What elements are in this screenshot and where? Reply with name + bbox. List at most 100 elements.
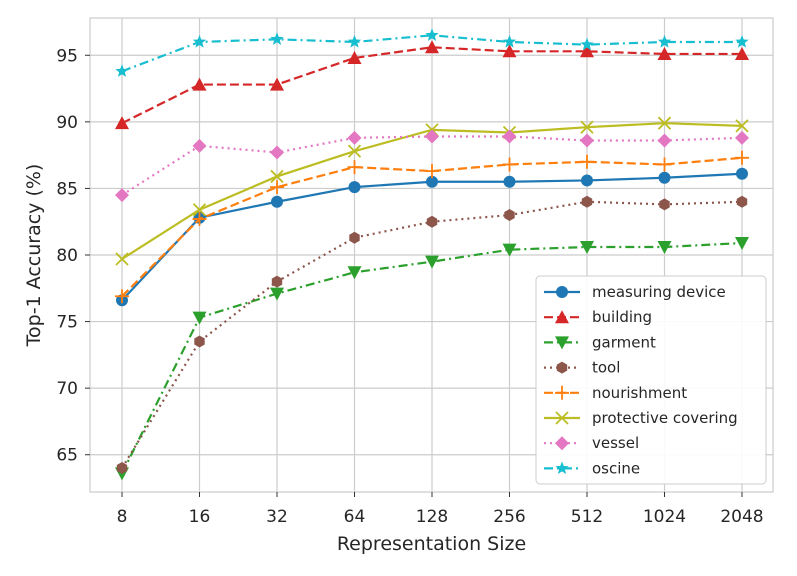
series-garment (115, 237, 749, 481)
data-point-vessel (270, 145, 284, 160)
y-tick-label: 90 (56, 113, 78, 133)
legend-item-building: building (544, 308, 652, 326)
data-point-garment (502, 243, 517, 257)
legend-label: vessel (592, 434, 639, 452)
data-point-garment (735, 237, 749, 251)
data-point-measuring-device (736, 167, 748, 180)
legend-label: nourishment (592, 384, 687, 402)
data-point-oscine (580, 37, 594, 51)
data-point-nourishment (657, 157, 672, 172)
data-point-oscine (657, 34, 672, 48)
series-lines (115, 28, 749, 481)
x-tick-label: 2048 (720, 507, 763, 527)
data-point-protective-covering (657, 116, 672, 130)
legend-marker (555, 310, 569, 324)
data-point-vessel (580, 133, 594, 148)
data-point-measuring-device (658, 171, 671, 184)
data-point-nourishment (580, 154, 594, 169)
series-nourishment (115, 150, 749, 304)
series-oscine (115, 28, 749, 77)
y-axis-label: Top-1 Accuracy (%) (23, 164, 45, 348)
legend-item-garment: garment (544, 333, 656, 351)
legend-marker (555, 411, 569, 425)
y-tick-label: 85 (56, 179, 78, 199)
data-point-vessel (735, 130, 749, 145)
data-point-protective-covering (192, 203, 207, 217)
x-tick-label: 16 (189, 507, 211, 527)
series-measuring-device (116, 167, 748, 307)
legend: measuring device building garment tool nouri… (535, 275, 767, 485)
series-line-oscine (121, 34, 742, 73)
legend-marker (555, 436, 569, 451)
legend-item-protective-covering: protective covering (544, 409, 738, 427)
data-point-tool (659, 198, 670, 211)
data-point-tool (736, 195, 748, 208)
data-point-nourishment (192, 212, 207, 227)
data-point-building (502, 44, 517, 58)
data-point-tool (194, 335, 205, 348)
series-building (115, 40, 749, 130)
data-point-nourishment (502, 157, 517, 172)
data-point-building (115, 116, 129, 130)
series-vessel (115, 129, 749, 203)
data-point-oscine (502, 34, 517, 48)
data-point-vessel (502, 129, 517, 144)
data-point-vessel (347, 130, 362, 145)
x-tick-label: 64 (344, 507, 366, 527)
data-point-tool (581, 195, 593, 208)
data-point-building (192, 77, 207, 91)
y-tick-label: 95 (56, 46, 78, 66)
data-point-oscine (347, 34, 362, 48)
legend-label: building (592, 308, 652, 326)
legend-label: oscine (592, 459, 640, 477)
y-tick-label: 80 (56, 246, 78, 266)
data-point-vessel (192, 138, 207, 153)
x-tick-label: 1024 (643, 507, 686, 527)
data-point-measuring-device (348, 181, 361, 194)
y-tick-label: 70 (56, 379, 78, 399)
data-point-oscine (270, 32, 284, 45)
legend-item-tool: tool (544, 359, 620, 377)
axis-ticks: 8 16 32 64 128 256 512 1024 2048 65 70 75 80 85 90 95 (56, 46, 763, 527)
data-point-garment (192, 311, 207, 325)
legend-item-measuring-device: measuring device (544, 283, 726, 301)
legend-item-vessel: vessel (544, 434, 639, 452)
data-point-protective-covering (115, 252, 129, 266)
x-tick-label: 256 (493, 507, 525, 527)
legend-label: measuring device (592, 283, 726, 301)
legend-marker (556, 286, 568, 298)
data-point-building (270, 77, 284, 91)
data-point-tool (504, 209, 515, 222)
data-point-nourishment (347, 160, 362, 175)
data-point-building (580, 44, 594, 58)
data-point-protective-covering (270, 169, 284, 184)
data-point-vessel (425, 129, 439, 144)
data-point-garment (270, 287, 284, 301)
legend-item-oscine: oscine (544, 459, 640, 477)
y-tick-label: 65 (56, 446, 78, 466)
data-point-building (735, 46, 749, 60)
series-line-building (121, 46, 742, 125)
data-point-measuring-device (581, 174, 593, 187)
data-point-protective-covering (735, 119, 749, 133)
data-point-oscine (425, 28, 439, 41)
x-tick-label: 32 (266, 507, 288, 527)
series-line-nourishment (121, 156, 743, 298)
data-point-tool (426, 215, 438, 228)
data-point-garment (657, 241, 672, 255)
data-point-vessel (115, 188, 129, 203)
data-point-oscine (735, 34, 749, 48)
legend-marker (555, 336, 569, 350)
x-tick-label: 128 (416, 507, 448, 527)
x-tick-label: 8 (117, 507, 128, 527)
data-point-oscine (115, 64, 129, 77)
data-point-oscine (192, 34, 207, 48)
data-point-vessel (657, 133, 672, 148)
legend-label: tool (592, 359, 620, 377)
series-tool (116, 195, 748, 475)
legend-marker (556, 361, 568, 374)
data-point-nourishment (425, 164, 439, 179)
y-tick-label: 75 (56, 313, 78, 333)
data-point-tool (271, 275, 283, 288)
